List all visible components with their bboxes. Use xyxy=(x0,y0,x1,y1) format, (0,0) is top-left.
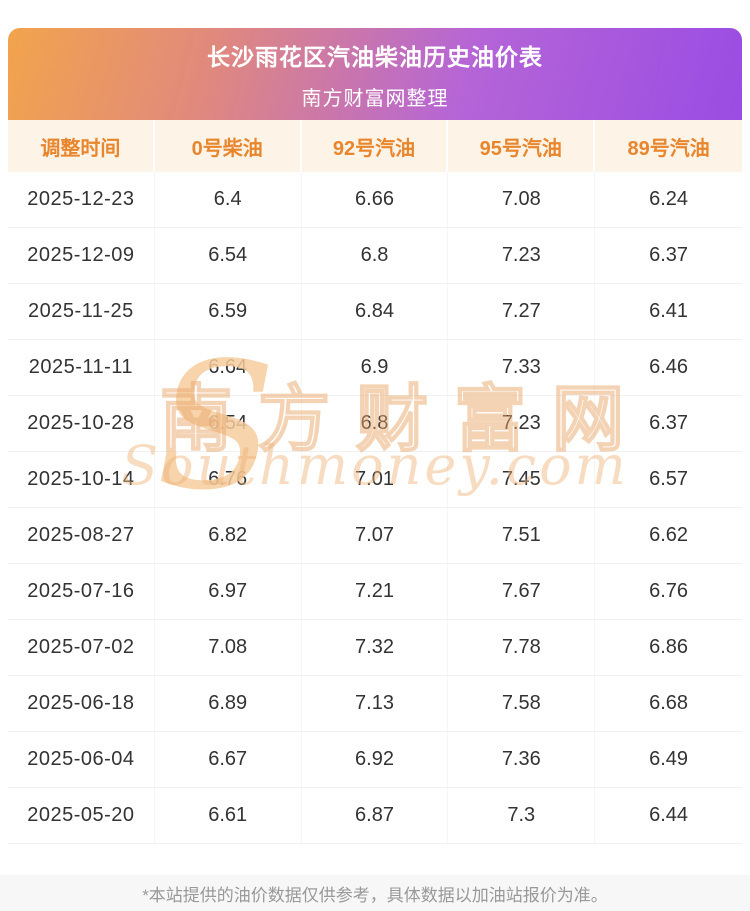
price-cell: 6.8 xyxy=(302,396,449,451)
table-row: 2025-12-23 6.4 6.66 7.08 6.24 xyxy=(8,172,742,228)
price-cell: 6.59 xyxy=(155,284,302,339)
date-cell: 2025-10-28 xyxy=(8,396,155,451)
table-row: 2025-10-14 6.76 7.01 7.45 6.57 xyxy=(8,452,742,508)
date-cell: 2025-12-09 xyxy=(8,228,155,283)
date-cell: 2025-12-23 xyxy=(8,172,155,227)
column-header-diesel0: 0号柴油 xyxy=(154,120,302,172)
price-cell: 6.76 xyxy=(649,580,689,602)
price-cell: 6.49 xyxy=(649,748,689,770)
price-cell: 7.23 xyxy=(448,228,596,283)
price-cell: 6.54 xyxy=(155,228,302,283)
column-header-date: 调整时间 xyxy=(8,120,155,172)
price-cell: 7.27 xyxy=(448,284,596,339)
price-cell: 6.76 xyxy=(155,452,302,507)
price-cell: 7.01 xyxy=(302,452,449,507)
price-cell: 7.07 xyxy=(302,508,449,563)
price-cell: 6.9 xyxy=(302,340,449,395)
price-cell: 7.36 xyxy=(448,732,596,787)
price-cell: 7.33 xyxy=(448,340,596,395)
page-title: 长沙雨花区汽油柴油历史油价表 xyxy=(207,43,543,70)
price-cell: 7.08 xyxy=(448,172,596,227)
price-cell: 7.51 xyxy=(448,508,596,563)
table-row: 2025-10-28 6.54 6.8 7.23 6.37 xyxy=(8,396,742,452)
price-table: 调整时间 0号柴油 92号汽油 95号汽油 89号汽油 2025-12-23 6… xyxy=(8,120,742,844)
price-cell: 6.54 xyxy=(155,396,302,451)
table-header-row: 调整时间 0号柴油 92号汽油 95号汽油 89号汽油 xyxy=(8,120,742,172)
table-row: 2025-07-02 7.08 7.32 7.78 6.86 xyxy=(8,620,742,676)
table-row: 2025-08-27 6.82 7.07 7.51 6.62 xyxy=(8,508,742,564)
price-cell: 6.37 xyxy=(649,244,689,266)
price-cell: 6.92 xyxy=(302,732,449,787)
table-row: 2025-05-20 6.61 6.87 7.3 6.44 xyxy=(8,788,742,844)
date-cell: 2025-11-11 xyxy=(8,340,155,395)
date-cell: 2025-06-04 xyxy=(8,732,155,787)
price-cell: 6.86 xyxy=(649,636,689,658)
price-cell: 7.67 xyxy=(448,564,596,619)
date-cell: 2025-07-02 xyxy=(8,620,155,675)
date-cell: 2025-10-14 xyxy=(8,452,155,507)
table-row: 2025-06-04 6.67 6.92 7.36 6.49 xyxy=(8,732,742,788)
date-cell: 2025-05-20 xyxy=(8,788,155,843)
price-cell: 6.37 xyxy=(649,412,689,434)
price-cell: 6.8 xyxy=(302,228,449,283)
table-row: 2025-07-16 6.97 7.21 7.67 6.76 xyxy=(8,564,742,620)
price-cell: 7.58 xyxy=(448,676,596,731)
price-cell: 6.84 xyxy=(302,284,449,339)
price-cell: 6.4 xyxy=(155,172,302,227)
price-cell: 7.13 xyxy=(302,676,449,731)
price-cell: 6.87 xyxy=(302,788,449,843)
price-cell: 7.78 xyxy=(448,620,596,675)
price-cell: 7.23 xyxy=(448,396,596,451)
column-header-gas89: 89号汽油 xyxy=(595,120,742,172)
price-cell: 6.67 xyxy=(155,732,302,787)
page-subtitle: 南方财富网整理 xyxy=(301,87,449,110)
price-cell: 6.44 xyxy=(649,804,689,826)
price-cell: 6.41 xyxy=(649,300,689,322)
date-cell: 2025-11-25 xyxy=(8,284,155,339)
price-cell: 6.82 xyxy=(155,508,302,563)
price-cell: 6.62 xyxy=(649,524,689,546)
table-row: 2025-12-09 6.54 6.8 7.23 6.37 xyxy=(8,228,742,284)
price-cell: 6.64 xyxy=(155,340,302,395)
date-cell: 2025-08-27 xyxy=(8,508,155,563)
price-cell: 6.61 xyxy=(155,788,302,843)
price-cell: 7.32 xyxy=(302,620,449,675)
price-cell: 6.46 xyxy=(649,356,689,378)
table-row: 2025-11-11 6.64 6.9 7.33 6.46 xyxy=(8,340,742,396)
price-cell: 7.08 xyxy=(155,620,302,675)
column-header-gas95: 95号汽油 xyxy=(448,120,596,172)
price-cell: 6.57 xyxy=(649,468,689,490)
price-cell: 6.89 xyxy=(155,676,302,731)
footer-note: *本站提供的油价数据仅供参考，具体数据以加油站报价为准。 xyxy=(0,875,750,911)
price-cell: 6.68 xyxy=(649,692,689,714)
footer-note-text: *本站提供的油价数据仅供参考，具体数据以加油站报价为准。 xyxy=(142,885,608,905)
table-row: 2025-06-18 6.89 7.13 7.58 6.68 xyxy=(8,676,742,732)
price-cell: 6.97 xyxy=(155,564,302,619)
date-cell: 2025-06-18 xyxy=(8,676,155,731)
price-cell: 6.24 xyxy=(649,188,689,210)
table-row: 2025-11-25 6.59 6.84 7.27 6.41 xyxy=(8,284,742,340)
price-cell: 7.45 xyxy=(448,452,596,507)
price-cell: 7.3 xyxy=(448,788,596,843)
price-cell: 6.66 xyxy=(302,172,449,227)
price-cell: 7.21 xyxy=(302,564,449,619)
date-cell: 2025-07-16 xyxy=(8,564,155,619)
table-body: 2025-12-23 6.4 6.66 7.08 6.24 2025-12-09… xyxy=(8,172,742,844)
column-header-gas92: 92号汽油 xyxy=(301,120,449,172)
page-header: 长沙雨花区汽油柴油历史油价表 南方财富网整理 xyxy=(8,28,742,120)
